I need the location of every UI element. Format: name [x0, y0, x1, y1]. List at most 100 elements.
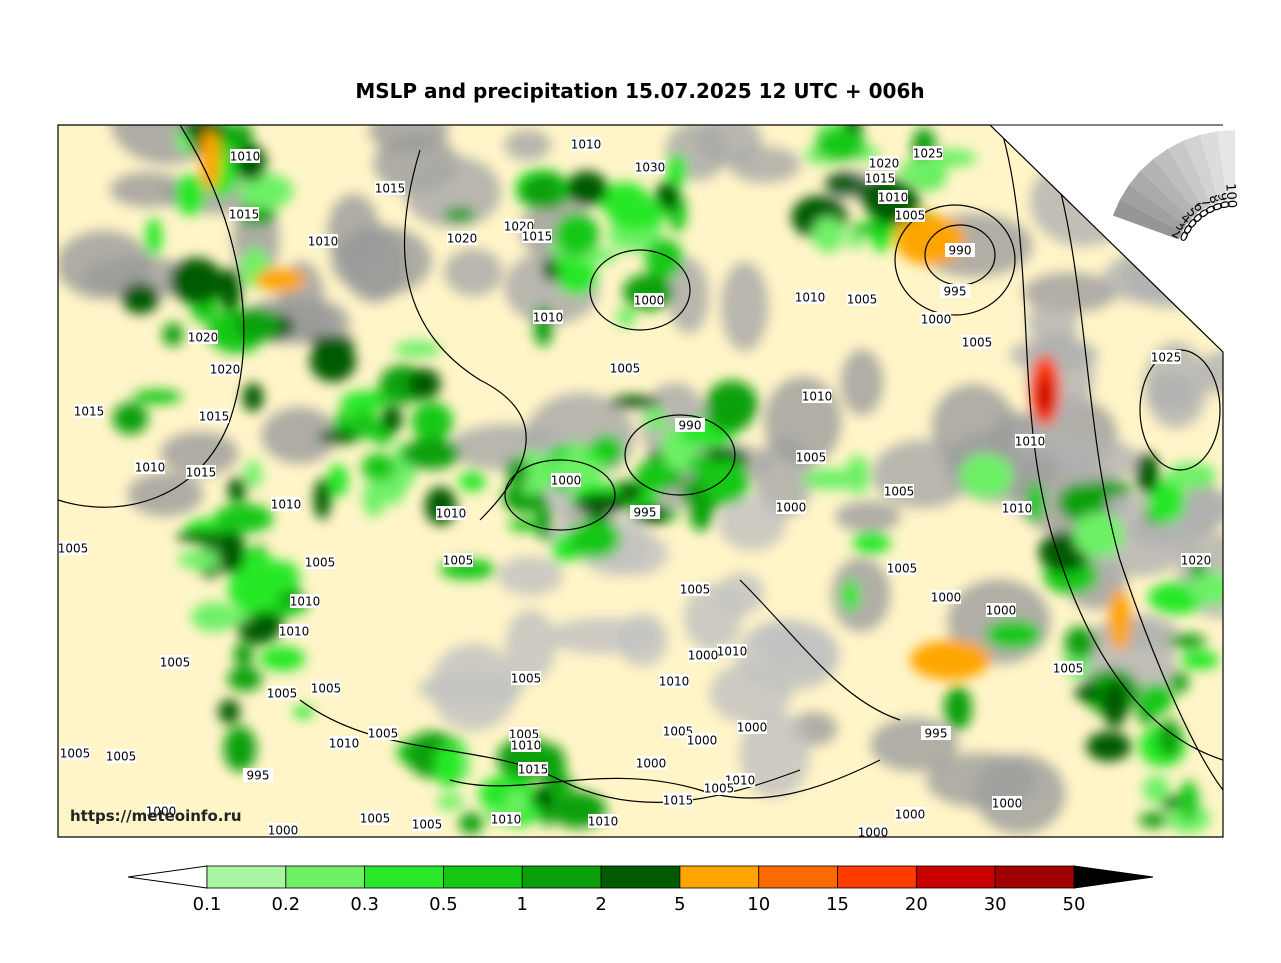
- cloud-patch: [404, 155, 501, 228]
- isobar-label: 1005: [511, 672, 542, 686]
- precip-patch: [233, 642, 254, 667]
- precip-patch: [218, 267, 242, 313]
- cloud-patch: [160, 431, 239, 476]
- isobar-label: 1000: [895, 808, 926, 822]
- label-bg: [687, 733, 717, 747]
- isobar-label: 1000: [931, 591, 962, 605]
- isobar-label: 1000: [737, 721, 768, 735]
- isobar-label: 1010: [717, 645, 748, 659]
- cloud-patch: [261, 407, 338, 464]
- precip-patch: [848, 222, 900, 236]
- scale-label: 100: [1222, 183, 1239, 209]
- legend-high-arrow: [1073, 865, 1154, 889]
- cloud-patch: [1009, 338, 1099, 372]
- precip-patch: [1086, 731, 1132, 762]
- legend-level: 1: [517, 894, 528, 915]
- legend-level: 5: [674, 894, 685, 915]
- precip-patch: [552, 534, 570, 564]
- isobar-label: 1005: [1053, 662, 1084, 676]
- cloud-patch: [617, 613, 668, 667]
- isobar-label: 1020: [869, 157, 900, 171]
- precip-patch: [436, 793, 465, 810]
- isobar-label: 1000: [776, 501, 807, 515]
- label-bg: [895, 807, 925, 821]
- precip-patch: [209, 125, 250, 128]
- label-bg: [931, 590, 961, 604]
- label-bg: [447, 231, 477, 245]
- isobar-label: 1000: [992, 797, 1023, 811]
- isobar-label: 1010: [308, 235, 339, 249]
- isobar-label: 1020: [1181, 554, 1212, 568]
- precip-patch: [169, 257, 223, 305]
- legend-level: 50: [1063, 894, 1086, 915]
- scale-label: 30: [1173, 218, 1195, 239]
- label-bg: [776, 500, 806, 514]
- label-bg: [271, 497, 301, 511]
- precip-patch: [811, 216, 845, 253]
- cloud-patch: [331, 226, 432, 296]
- label-bg: [795, 290, 825, 304]
- isobar-label: 1010: [659, 675, 690, 689]
- scale-band: [1183, 134, 1219, 205]
- isobar-label: 1005: [305, 556, 336, 570]
- label-bg: [865, 171, 895, 185]
- legend-level: 10: [747, 894, 770, 915]
- precip-patch: [112, 402, 149, 435]
- legend-box: [285, 865, 366, 889]
- label-bg: [610, 361, 640, 375]
- label-bg: [675, 418, 705, 432]
- precip-patch: [985, 620, 1041, 649]
- label-bg: [887, 561, 917, 575]
- precip-patch: [1178, 780, 1199, 822]
- precip-patch: [609, 395, 661, 409]
- label-bg: [412, 817, 442, 831]
- label-bg: [588, 814, 618, 828]
- isobar-label: 1000: [858, 826, 889, 840]
- cloud-patch: [497, 556, 564, 596]
- isobar-label: 1010: [436, 507, 467, 521]
- label-bg: [921, 312, 951, 326]
- cloud-patch: [430, 643, 518, 732]
- precip-patch: [162, 322, 184, 347]
- isobar-label: 1015: [375, 182, 406, 196]
- heavy-precip: [910, 640, 990, 680]
- label-bg: [992, 796, 1022, 810]
- isobar-label: 1000: [921, 313, 952, 327]
- scale-band: [1200, 131, 1227, 203]
- precip-patch: [132, 389, 182, 404]
- precip-patch: [1147, 479, 1186, 524]
- isobar-label: 1010: [533, 311, 564, 325]
- label-bg: [210, 362, 240, 376]
- label-bg: [551, 473, 581, 487]
- legend-box: [206, 865, 287, 889]
- precip-patch: [242, 382, 264, 412]
- precip-patch: [1101, 680, 1128, 728]
- title: MSLP and precipitation 15.07.2025 12 UTC…: [355, 79, 924, 103]
- isobar-label: 1030: [635, 161, 666, 175]
- precip-patch: [218, 699, 241, 724]
- cloud-patch: [771, 627, 839, 678]
- precip-patch: [393, 341, 442, 358]
- legend-box: [679, 865, 760, 889]
- label-bg: [921, 726, 951, 740]
- legend-box: [758, 865, 838, 889]
- precip-patch: [574, 493, 628, 515]
- heavy-precip: [1108, 590, 1132, 650]
- isobar-label: 1020: [210, 363, 241, 377]
- isobar-label: 1000: [146, 805, 177, 819]
- precip-patch: [644, 238, 684, 279]
- precip-patch: [815, 128, 866, 161]
- isobar-label: 995: [944, 285, 967, 299]
- precip-patch: [1078, 480, 1133, 498]
- isobar-label: 1000: [551, 474, 582, 488]
- isobar-label: 1005: [368, 727, 399, 741]
- cloud-patch: [717, 572, 765, 615]
- precip-patch: [260, 560, 300, 593]
- isobar-label: 1005: [160, 656, 191, 670]
- isobar-label: 1015: [186, 466, 217, 480]
- precip-patch: [259, 646, 306, 671]
- label-bg: [630, 505, 660, 519]
- isobar-label: 1000: [986, 604, 1017, 618]
- isobar-label: 1015: [518, 763, 549, 777]
- precip-patch: [506, 790, 528, 816]
